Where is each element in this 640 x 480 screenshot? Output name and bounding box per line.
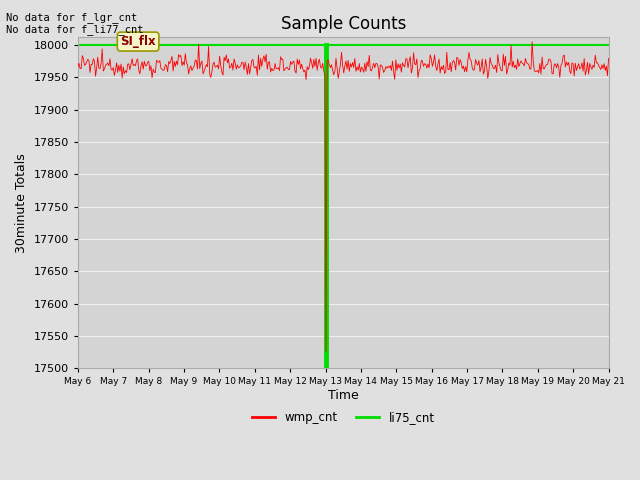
Y-axis label: 30minute Totals: 30minute Totals bbox=[15, 153, 28, 252]
Text: No data for f_lgr_cnt: No data for f_lgr_cnt bbox=[6, 12, 138, 23]
X-axis label: Time: Time bbox=[328, 389, 358, 402]
Text: No data for f_li77_cnt: No data for f_li77_cnt bbox=[6, 24, 144, 35]
Title: Sample Counts: Sample Counts bbox=[280, 15, 406, 33]
Text: SI_flx: SI_flx bbox=[120, 35, 156, 48]
Legend: wmp_cnt, li75_cnt: wmp_cnt, li75_cnt bbox=[247, 406, 440, 429]
